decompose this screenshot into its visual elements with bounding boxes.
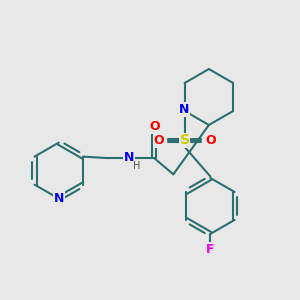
Text: O: O [205, 134, 216, 147]
Text: N: N [179, 103, 189, 116]
Text: H: H [133, 161, 140, 171]
Text: O: O [153, 134, 164, 147]
Text: S: S [180, 134, 190, 147]
Text: O: O [149, 120, 160, 133]
Text: N: N [124, 151, 134, 164]
Text: F: F [206, 243, 214, 256]
Text: N: N [53, 192, 64, 205]
